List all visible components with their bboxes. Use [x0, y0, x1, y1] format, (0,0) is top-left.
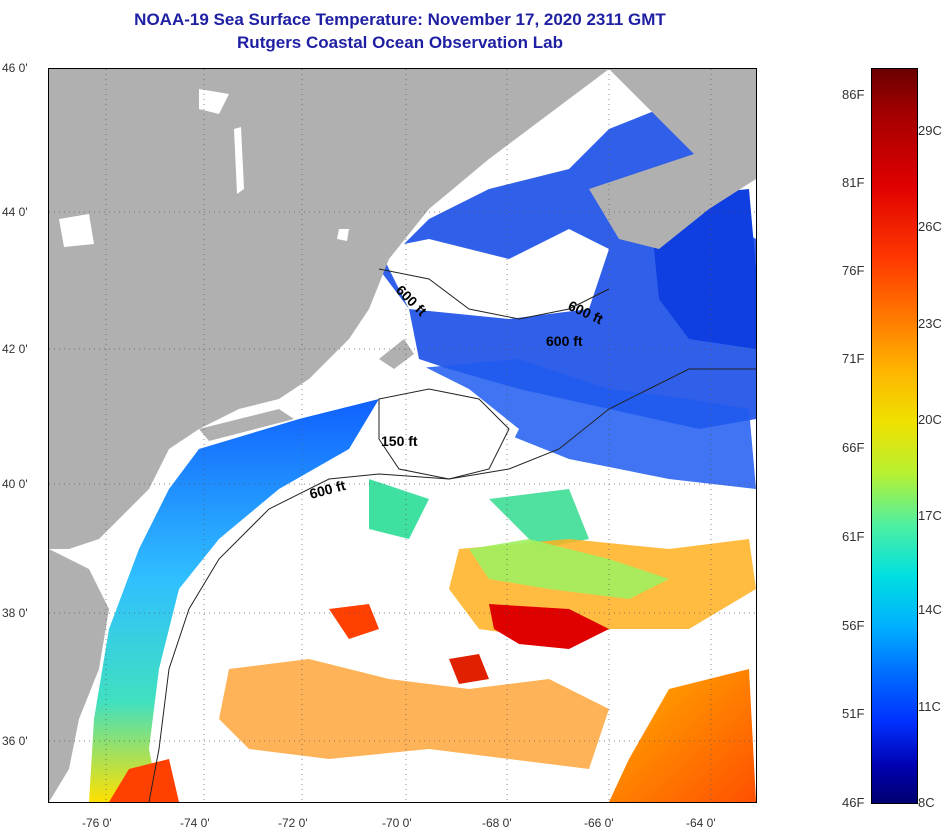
- sst-map-canvas: 600 ft 600 ft 600 ft 150 ft 600 ft: [49, 69, 756, 802]
- inland-cloud-2: [59, 214, 94, 247]
- contour-label-150: 150 ft: [381, 433, 418, 449]
- colorbar-f-66: 66F: [842, 440, 865, 455]
- colorbar-f-46: 46F: [842, 795, 865, 810]
- title-line-1: NOAA-19 Sea Surface Temperature: Novembe…: [134, 10, 666, 29]
- lake-winnipesaukee: [337, 229, 349, 241]
- shelf-patch-green: [369, 479, 429, 539]
- colorbar-f-81: 81F: [842, 175, 865, 190]
- lon-label-70: -70 0': [382, 816, 412, 830]
- map-title: NOAA-19 Sea Surface Temperature: Novembe…: [0, 8, 800, 54]
- shelf-patch-teal: [489, 489, 589, 549]
- cloud-georges-bank: [329, 339, 519, 489]
- colorbar-c-14: 14C: [918, 602, 942, 617]
- red-patch-2: [449, 654, 489, 684]
- contour-label-600-east: 600 ft: [546, 333, 583, 349]
- lat-label-42: 42 0': [2, 342, 28, 356]
- scattered-warm-patches: [219, 659, 609, 769]
- land-cape-cod: [379, 339, 414, 369]
- colorbar-f-71: 71F: [842, 351, 865, 366]
- land-delmarva: [49, 549, 109, 802]
- colorbar-f-56: 56F: [842, 618, 865, 633]
- colorbar-c-29: 29C: [918, 123, 942, 138]
- colorbar-f-76: 76F: [842, 263, 865, 278]
- lon-label-72: -72 0': [278, 816, 308, 830]
- cape-hatteras-hot: [109, 759, 179, 802]
- land-long-island: [199, 409, 294, 441]
- graticule: [49, 69, 756, 802]
- colorbar-f-61: 61F: [842, 529, 865, 544]
- lat-label-46: 46 0': [2, 61, 28, 75]
- lon-label-66: -66 0': [584, 816, 614, 830]
- land-maritimes: [609, 69, 756, 169]
- cloud-gom-interior: [379, 229, 609, 319]
- lat-label-38: 38 0': [2, 606, 28, 620]
- red-patch-1: [329, 604, 379, 639]
- colorbar-f-51: 51F: [842, 706, 865, 721]
- colorbar-c-17: 17C: [918, 508, 942, 523]
- colorbar-c-11: 11C: [918, 699, 941, 714]
- sst-map: 600 ft 600 ft 600 ft 150 ft 600 ft: [48, 68, 757, 803]
- inland-cloud-1: [199, 89, 229, 114]
- lon-label-68: -68 0': [482, 816, 512, 830]
- lon-label-76: -76 0': [82, 816, 112, 830]
- gulf-stream-green-band: [469, 539, 669, 599]
- lake-champlain: [234, 127, 244, 194]
- lon-label-74: -74 0': [180, 816, 210, 830]
- warm-core-ring: [489, 604, 609, 649]
- title-line-2: Rutgers Coastal Ocean Observation Lab: [237, 33, 563, 52]
- mid-blue-band: [409, 359, 756, 489]
- temperature-colorbar: [871, 68, 918, 804]
- bathymetry-contours: [148, 268, 756, 802]
- colorbar-c-20: 20C: [918, 412, 942, 427]
- lat-label-40: 40 0': [2, 477, 28, 491]
- lat-label-44: 44 0': [2, 205, 28, 219]
- lon-label-64: -64 0': [686, 816, 716, 830]
- colorbar-c-8: 8C: [918, 795, 935, 810]
- se-warm-water: [609, 669, 756, 802]
- mid-atlantic-shelf: [89, 399, 379, 802]
- colorbar-c-23: 23C: [918, 316, 942, 331]
- land-nova-scotia: [589, 139, 756, 249]
- land-us-northeast: [49, 69, 609, 549]
- colorbar-f-86: 86F: [842, 87, 865, 102]
- colorbar-c-26: 26C: [918, 219, 942, 234]
- lat-label-36: 36 0': [2, 734, 28, 748]
